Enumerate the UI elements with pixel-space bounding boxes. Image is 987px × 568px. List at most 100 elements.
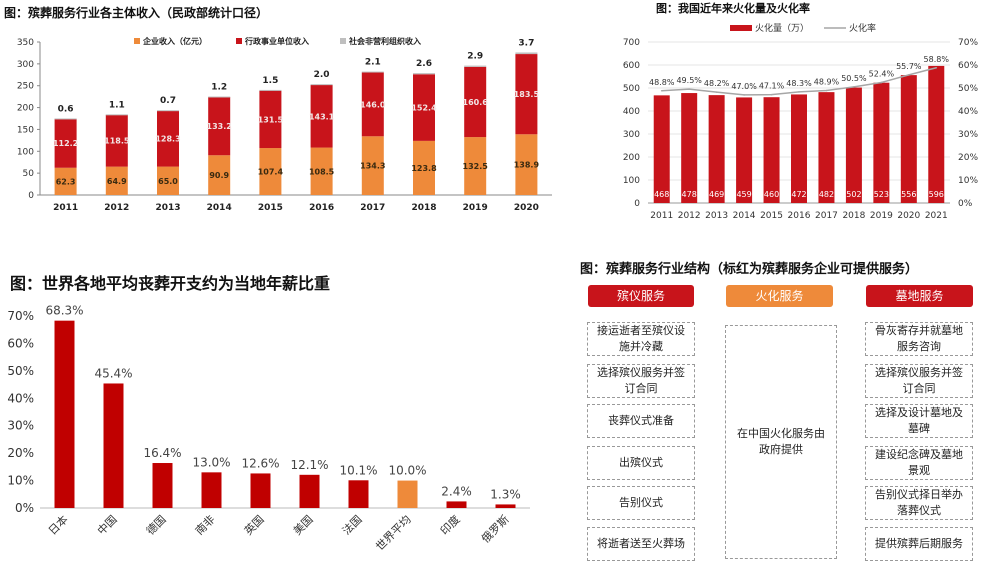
y-tick-label: 300 [623, 130, 640, 140]
y2-tick-label: 10% [958, 176, 978, 186]
y-tick-label: 70% [7, 309, 34, 323]
bar-segment [54, 167, 77, 195]
chart2-title: 图：我国近年来火化量及火化率 [656, 2, 810, 15]
x-tick-label: 2019 [870, 211, 893, 221]
bar [818, 92, 835, 203]
bar [348, 480, 369, 508]
y2-tick-label: 20% [958, 153, 978, 163]
bar-value-label: 469 [709, 190, 724, 199]
rate-point [880, 81, 883, 84]
bar-segment [413, 140, 435, 195]
bar [201, 472, 222, 508]
bar-segment [464, 137, 487, 195]
bar [495, 504, 516, 508]
service-box: 提供殡葬后期服务 [865, 527, 973, 561]
bar [873, 82, 890, 203]
y-tick-label: 400 [623, 107, 640, 117]
bar-value-label: 3.7 [518, 38, 534, 48]
legend-swatch [730, 25, 752, 31]
service-box: 将逝者送至火葬场 [587, 527, 695, 561]
rate-point [853, 86, 855, 88]
legend-label: 企业收入（亿元） [142, 36, 207, 46]
bar-value-label: 152.4 [411, 104, 437, 113]
y2-tick-label: 40% [958, 107, 978, 117]
bar-value-label: 131.5 [258, 115, 284, 124]
x-tick-label: 2018 [411, 203, 436, 213]
y-tick-label: 0% [15, 501, 34, 515]
service-box: 建设纪念碑及墓地景观 [865, 446, 973, 480]
bar-value-label: 90.9 [209, 171, 229, 180]
bar-value-label: 118.5 [104, 137, 130, 146]
bar-value-label: 1.1 [109, 100, 125, 110]
column-header: 火化服务 [726, 285, 833, 307]
y-tick-label: 100 [623, 176, 640, 186]
chart3-title: 图：世界各地平均丧葬开支约为当地年薪比重 [10, 274, 331, 293]
rate-point [798, 91, 800, 93]
bar [900, 75, 917, 203]
rate-label: 48.8% [649, 78, 675, 87]
bar-value-label: 146.0 [360, 100, 386, 109]
bar-segment [464, 66, 487, 138]
bar-value-label: 2.6 [416, 59, 432, 69]
bar-value-label: 13.0% [192, 455, 230, 469]
x-tick-label: 2011 [650, 211, 673, 221]
bar-value-label: 183.5 [514, 90, 540, 99]
bar-segment [157, 110, 179, 112]
bar-segment [105, 166, 128, 195]
chart1-title: 图：殡葬服务行业各主体收入（民政部统计口径） [4, 6, 269, 20]
bar-segment [105, 114, 128, 116]
bar-value-label: 68.3% [45, 304, 83, 318]
y-tick-label: 30% [7, 419, 34, 433]
bar-value-label: 468 [654, 190, 669, 199]
y-tick-label: 100 [17, 147, 34, 157]
y-tick-label: 350 [17, 38, 34, 48]
bar-value-label: 108.5 [309, 167, 335, 176]
bar-segment [310, 147, 333, 195]
y2-tick-label: 60% [958, 61, 978, 71]
x-tick-label: 2011 [53, 203, 78, 213]
bar-segment [361, 136, 384, 195]
legend-swatch [134, 38, 140, 44]
bar-value-label: 472 [791, 190, 806, 199]
service-box: 选择及设计墓地及墓碑 [865, 404, 973, 438]
y2-tick-label: 70% [958, 38, 978, 48]
bar-value-label: 112.2 [53, 139, 78, 148]
bar-value-label: 502 [846, 190, 861, 199]
rate-label: 55.7% [896, 62, 922, 71]
bar [152, 463, 173, 508]
rate-label: 48.9% [814, 78, 840, 87]
rate-point [935, 66, 938, 69]
rate-point [743, 94, 745, 96]
rate-label: 49.5% [676, 76, 702, 85]
bar-segment [54, 118, 77, 168]
bar-value-label: 478 [682, 190, 697, 199]
bar [736, 97, 753, 203]
bar-segment [464, 65, 487, 67]
cremation-chart: 0 100 200 300 400 500 600 700 0% 10% 20% 30% 40% 50% 6… [623, 22, 979, 221]
bar-value-label: 160.6 [463, 98, 489, 107]
rate-label: 58.8% [924, 55, 950, 64]
revenue-stacked-chart: 0 50 100 150 200 250 300 350 62.3 112.2 0.6 2011 64.… [17, 36, 552, 213]
bar-segment [208, 96, 231, 98]
bar [446, 501, 467, 508]
x-tick-label: 2019 [463, 203, 488, 213]
bar-value-label: 10.1% [339, 463, 377, 477]
structure-title: 图：殡葬服务行业结构（标红为殡葬服务企业可提供服务） [580, 262, 919, 277]
x-tick-label: 2015 [760, 211, 783, 221]
legend-swatch [236, 38, 242, 44]
y-tick-label: 250 [17, 82, 34, 92]
y-tick-label: 200 [623, 153, 640, 163]
bar-segment [157, 110, 179, 167]
bar-value-label: 1.5 [262, 76, 278, 86]
x-tick-label: 2016 [788, 211, 811, 221]
service-box: 在中国火化服务由政府提供 [725, 325, 837, 559]
service-box: 接运逝者至殡仪设施并冷藏 [587, 322, 695, 356]
bar-value-label: 138.9 [514, 161, 540, 170]
service-box: 选择殡仪服务并签订合同 [587, 364, 695, 398]
bar [103, 383, 124, 508]
bar-segment [413, 73, 435, 75]
bar-value-label: 65.0 [158, 177, 178, 186]
y-tick-label: 500 [623, 84, 640, 94]
bar-value-label: 523 [874, 190, 889, 199]
bar-value-label: 1.2 [211, 83, 227, 93]
